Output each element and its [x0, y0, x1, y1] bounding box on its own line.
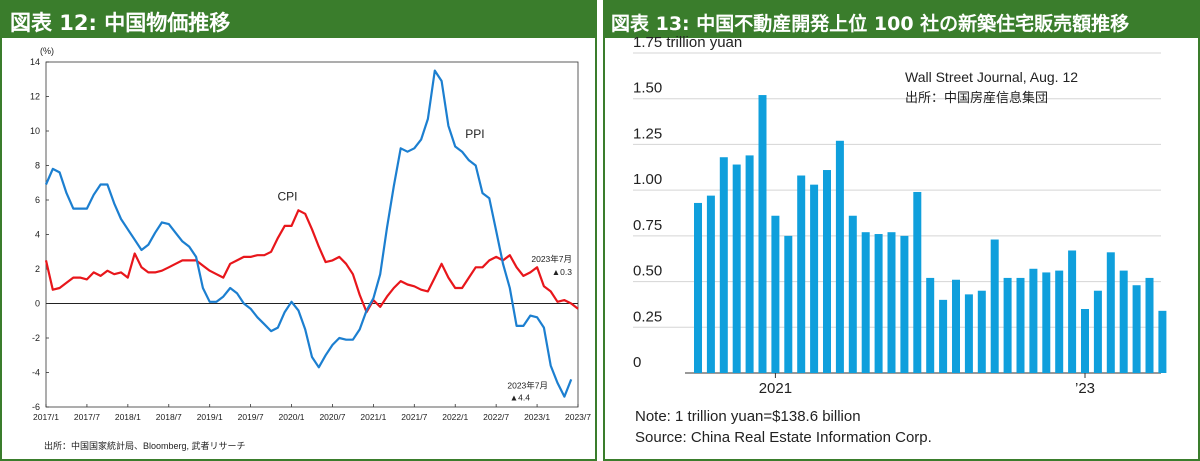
bar	[990, 239, 999, 373]
y-tick-label: 0.75	[633, 217, 662, 234]
x-tick-label: 2021	[759, 380, 792, 397]
right-panel-header: 図表 13: 中国不動産開発上位 100 社の新築住宅販売額推移	[605, 2, 1198, 38]
y-tick-label: 2	[35, 264, 40, 274]
x-tick-label: 2021/7	[401, 412, 427, 422]
bar	[926, 277, 935, 373]
bar	[1093, 290, 1102, 373]
x-tick-label: ’23	[1075, 380, 1095, 397]
x-tick-label: 2019/7	[238, 412, 264, 422]
y-unit-label: (%)	[40, 46, 54, 56]
bar	[823, 170, 831, 373]
x-tick-label: 2023/7	[565, 412, 591, 422]
note-text: Note: 1 trillion yuan=$138.6 billion	[635, 408, 861, 425]
bar	[771, 215, 780, 373]
y-tick-label: 0.25	[633, 308, 662, 325]
y-tick-label: -6	[32, 402, 40, 412]
y-tick-label: 0	[633, 354, 641, 371]
bar	[732, 164, 741, 373]
bar	[1132, 285, 1141, 373]
bar	[887, 232, 896, 373]
bar	[939, 299, 948, 373]
y-tick-label: 8	[35, 161, 40, 171]
bar	[758, 95, 767, 374]
bar	[694, 202, 702, 373]
x-tick-label: 2022/7	[483, 412, 509, 422]
bar	[952, 279, 960, 373]
x-tick-label: 2023/1	[524, 412, 550, 422]
bar	[1068, 250, 1077, 373]
series-label-ppi: PPI	[465, 127, 484, 141]
x-tick-label: 2018/1	[115, 412, 141, 422]
bar	[719, 157, 728, 373]
left-panel-title: 図表 12: 中国物価推移	[10, 11, 231, 35]
x-tick-label: 2021/1	[360, 412, 386, 422]
y-tick-label: 12	[30, 92, 40, 102]
y-tick-label: 10	[30, 126, 40, 136]
ppi-end-annotation: 2023年7月▲4.4	[507, 380, 548, 402]
y-tick-label: 6	[35, 195, 40, 205]
bar	[874, 234, 883, 373]
cpi-ppi-panel: 図表 12: 中国物価推移 (%) 14 12 10 8 6 4 2 0 -2 -4 -6 2017/…	[0, 0, 597, 461]
bar	[900, 235, 909, 373]
source-annotation-cn: 出所：中国房産信息集団	[905, 90, 1048, 105]
y-tick-label: 0	[35, 299, 40, 309]
bar	[835, 140, 844, 373]
bar	[1119, 270, 1128, 373]
x-tick-label: 2020/1	[279, 412, 305, 422]
bar	[1029, 268, 1038, 373]
source-text: Source: China Real Estate Information Co…	[635, 429, 932, 446]
bar	[977, 290, 986, 373]
bar	[1055, 270, 1064, 373]
bar	[784, 235, 793, 373]
bar	[848, 215, 857, 373]
bar	[1145, 277, 1154, 373]
series-label-cpi: CPI	[278, 190, 298, 204]
y-tick-label: 14	[30, 57, 40, 67]
series-line-cpi	[44, 209, 579, 314]
y-tick-label: -2	[32, 333, 40, 343]
y-tick-label: 0.50	[633, 263, 662, 280]
bar	[1081, 309, 1089, 373]
bar	[861, 232, 870, 373]
x-tick-label: 2017/1	[33, 412, 59, 422]
series-line-ppi	[44, 69, 573, 398]
bar	[810, 184, 819, 373]
y-tick-label: 1.75 trillion yuan	[633, 34, 742, 51]
y-tick-label: 4	[35, 230, 40, 240]
wsj-annotation: Wall Street Journal, Aug. 12	[905, 69, 1078, 85]
right-panel-title: 図表 13: 中国不動産開発上位 100 社の新築住宅販売額推移	[611, 13, 1130, 35]
bar	[1016, 277, 1025, 373]
bar	[1106, 252, 1115, 373]
y-tick-label: 1.25	[633, 125, 662, 142]
x-tick-label: 2018/7	[156, 412, 182, 422]
housing-sales-panel: 図表 13: 中国不動産開発上位 100 社の新築住宅販売額推移 1.75 tr…	[603, 0, 1200, 461]
bar	[1158, 310, 1167, 373]
bar	[745, 155, 754, 373]
y-tick-label: -4	[32, 368, 40, 378]
bar	[913, 191, 922, 373]
bar	[1003, 277, 1012, 373]
left-panel-header: 図表 12: 中国物価推移	[2, 2, 595, 38]
bar	[797, 175, 806, 373]
x-tick-label: 2022/1	[442, 412, 468, 422]
x-tick-label: 2017/7	[74, 412, 100, 422]
y-tick-label: 1.00	[633, 171, 662, 188]
left-source-note: 出所：中国国家統計局、Bloomberg, 武者リサーチ	[44, 440, 246, 451]
bar	[1042, 272, 1051, 373]
bar	[706, 195, 715, 373]
y-tick-label: 1.50	[633, 80, 662, 97]
x-tick-label: 2020/7	[319, 412, 345, 422]
x-tick-label: 2019/1	[197, 412, 223, 422]
cpi-end-annotation: 2023年7月▲0.3	[531, 254, 572, 277]
bar	[964, 294, 973, 373]
housing-sales-chart: 1.75 trillion yuan 1.50 1.25 1.00 0.75 0.50 0.…	[633, 34, 1167, 446]
